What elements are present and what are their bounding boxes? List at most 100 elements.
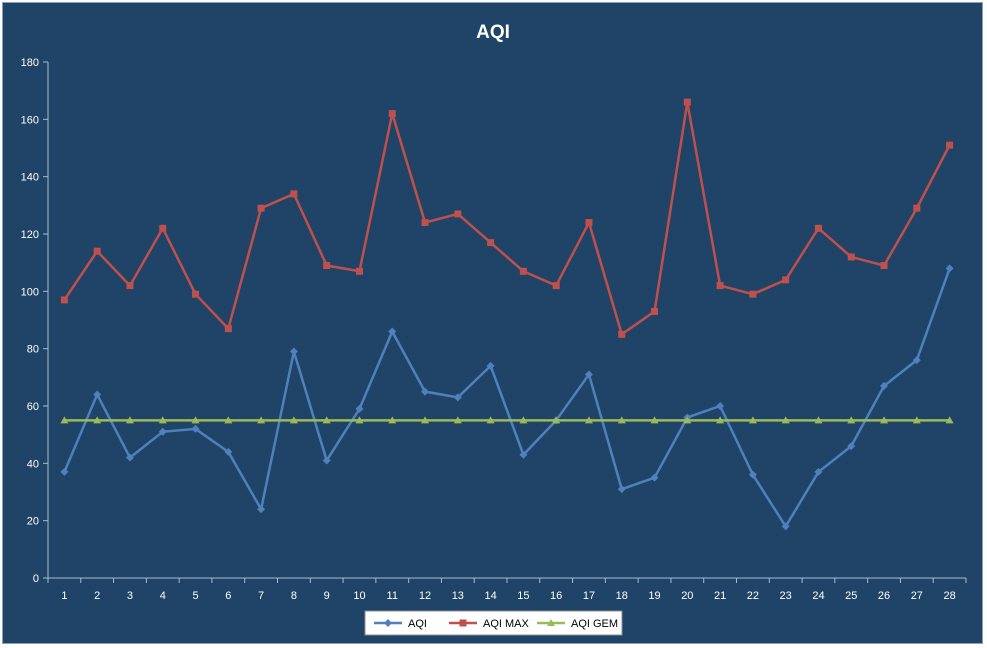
data-point-aqi-gem bbox=[125, 416, 134, 424]
data-point-aqi bbox=[421, 387, 430, 396]
data-point-aqi bbox=[716, 402, 725, 410]
data-point-aqi-max bbox=[651, 307, 659, 315]
x-tick-label: 14 bbox=[484, 590, 496, 602]
legend-item-aqi-max: AQI MAX bbox=[449, 618, 530, 630]
data-point-aqi-gem bbox=[224, 416, 233, 424]
x-tick-label: 15 bbox=[517, 590, 529, 602]
data-point-aqi bbox=[880, 381, 889, 390]
data-point-aqi-max bbox=[454, 210, 462, 218]
y-tick-label: 100 bbox=[21, 286, 39, 298]
series-layer bbox=[60, 98, 954, 531]
data-point-aqi-max bbox=[60, 296, 68, 304]
data-point-aqi bbox=[584, 370, 593, 379]
data-point-aqi bbox=[60, 467, 69, 476]
data-point-aqi-max bbox=[421, 219, 429, 227]
data-point-aqi bbox=[748, 470, 757, 479]
x-tick-label: 11 bbox=[387, 590, 398, 602]
data-point-aqi bbox=[355, 404, 364, 413]
y-tick-label: 80 bbox=[27, 344, 39, 356]
x-tick-label: 9 bbox=[324, 590, 330, 602]
data-point-aqi-gem bbox=[289, 416, 298, 424]
x-tick-label: 5 bbox=[192, 590, 198, 602]
y-tick-label: 160 bbox=[21, 114, 39, 126]
x-tick-label: 17 bbox=[583, 590, 595, 602]
x-tick-label: 4 bbox=[160, 590, 166, 602]
y-tick-label: 140 bbox=[21, 172, 39, 184]
x-tick-label: 8 bbox=[291, 590, 297, 602]
data-point-aqi bbox=[945, 264, 954, 273]
data-point-aqi-max bbox=[585, 219, 593, 227]
legend-marker bbox=[459, 619, 467, 627]
series-aqi bbox=[60, 264, 954, 531]
x-tick-label: 28 bbox=[943, 590, 955, 602]
legend-item-aqi-gem: AQI GEM bbox=[537, 618, 618, 630]
data-point-aqi-gem bbox=[945, 416, 954, 424]
data-point-aqi bbox=[519, 450, 528, 459]
data-point-aqi bbox=[224, 447, 233, 456]
data-point-aqi-max bbox=[388, 110, 396, 118]
data-point-aqi-gem bbox=[421, 416, 430, 424]
data-point-aqi-gem bbox=[847, 416, 856, 424]
legend-box bbox=[364, 610, 623, 636]
data-point-aqi-gem bbox=[552, 416, 561, 424]
x-tick-label: 26 bbox=[878, 590, 890, 602]
data-point-aqi bbox=[125, 453, 134, 462]
x-tick-label: 6 bbox=[225, 590, 231, 602]
x-tick-label: 22 bbox=[747, 590, 759, 602]
data-point-aqi-gem bbox=[60, 416, 69, 424]
x-tick-label: 12 bbox=[419, 590, 431, 602]
data-point-aqi bbox=[158, 427, 167, 436]
data-point-aqi-max bbox=[487, 239, 495, 247]
x-tick-label: 24 bbox=[812, 590, 824, 602]
legend-marker bbox=[384, 619, 392, 627]
data-point-aqi-max bbox=[913, 204, 921, 212]
data-point-aqi-gem bbox=[814, 416, 823, 424]
data-point-aqi-max bbox=[257, 204, 265, 212]
y-tick-label: 40 bbox=[27, 458, 39, 470]
data-point-aqi-gem bbox=[650, 416, 659, 424]
x-tick-label: 20 bbox=[681, 590, 693, 602]
series-aqi-gem bbox=[60, 416, 954, 424]
data-point-aqi-gem bbox=[191, 416, 200, 424]
data-point-aqi bbox=[814, 467, 823, 476]
data-point-aqi-max bbox=[290, 190, 298, 198]
data-point-aqi bbox=[781, 522, 790, 531]
data-point-aqi-gem bbox=[486, 416, 495, 424]
x-tick-label: 3 bbox=[127, 590, 133, 602]
x-tick-label: 10 bbox=[353, 590, 365, 602]
data-point-aqi bbox=[486, 361, 495, 370]
x-tick-label: 23 bbox=[780, 590, 792, 602]
x-tick-label: 21 bbox=[714, 590, 726, 602]
data-point-aqi bbox=[847, 442, 856, 451]
data-point-aqi-gem bbox=[912, 416, 921, 424]
data-point-aqi-max bbox=[946, 141, 954, 149]
data-point-aqi-gem bbox=[388, 416, 397, 424]
data-point-aqi-max bbox=[159, 224, 167, 232]
data-point-aqi bbox=[191, 424, 200, 433]
data-point-aqi-max bbox=[847, 253, 855, 261]
legend-label: AQI MAX bbox=[483, 618, 530, 630]
data-point-aqi-gem bbox=[716, 416, 725, 424]
data-point-aqi-max bbox=[552, 282, 560, 290]
data-point-aqi-max bbox=[716, 282, 724, 290]
y-tick-label: 180 bbox=[21, 57, 39, 69]
y-tick-label: 20 bbox=[27, 516, 39, 528]
data-point-aqi-max bbox=[355, 267, 363, 275]
data-point-aqi-max bbox=[618, 330, 626, 338]
data-point-aqi-gem bbox=[355, 416, 364, 424]
data-point-aqi bbox=[289, 347, 298, 356]
data-point-aqi bbox=[912, 356, 921, 365]
data-point-aqi-gem bbox=[584, 416, 593, 424]
y-tick-label: 120 bbox=[21, 229, 39, 241]
data-point-aqi-gem bbox=[519, 416, 528, 424]
data-point-aqi bbox=[322, 456, 331, 465]
x-tick-label: 27 bbox=[911, 590, 923, 602]
data-point-aqi-max bbox=[683, 98, 691, 106]
x-tick-label: 25 bbox=[845, 590, 857, 602]
data-point-aqi-max bbox=[126, 282, 134, 290]
data-point-aqi-gem bbox=[322, 416, 331, 424]
data-point-aqi-max bbox=[814, 224, 822, 232]
data-point-aqi-gem bbox=[257, 416, 266, 424]
